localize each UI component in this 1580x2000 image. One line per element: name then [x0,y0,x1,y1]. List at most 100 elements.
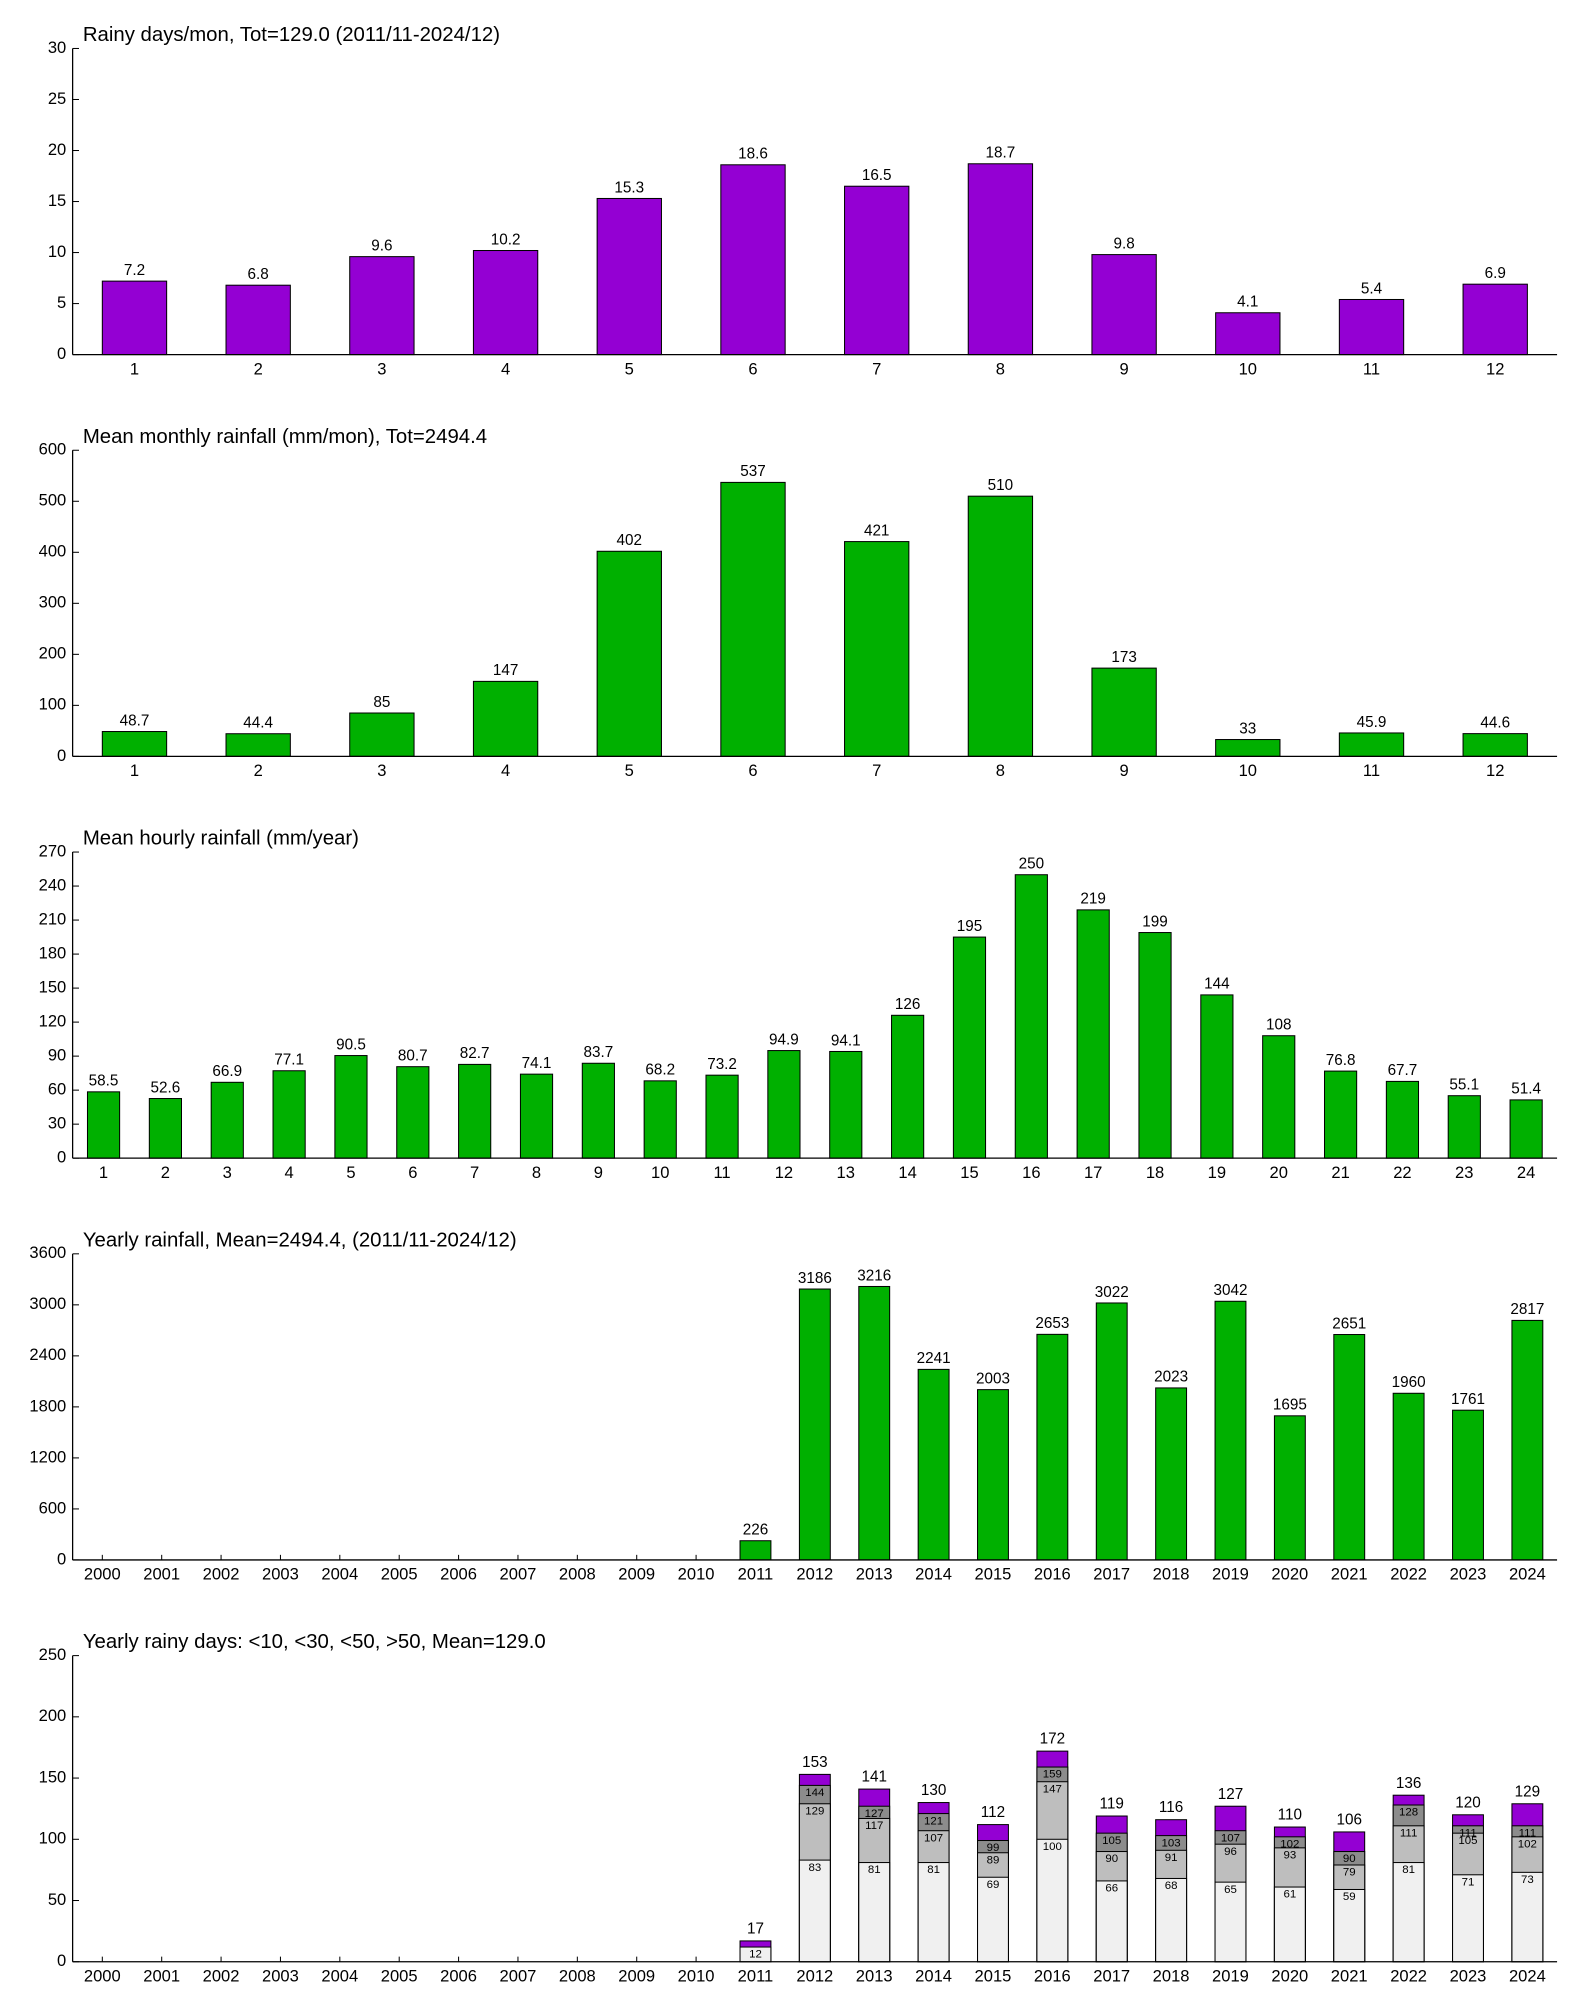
bar [1509,1099,1543,1159]
bar [272,1070,306,1159]
bar [596,197,662,356]
x-tick-label: 8 [996,761,1005,780]
value-label: 195 [957,918,982,935]
x-tick-label: 2 [254,359,263,378]
bar [643,1080,677,1159]
x-tick-label: 1 [99,1163,108,1182]
value-label: 66.9 [212,1063,242,1080]
bar [767,1050,801,1159]
bar [977,1389,1009,1561]
x-tick-label: 4 [501,359,510,378]
bar [1200,994,1234,1159]
y-tick-label: 500 [39,491,67,510]
bar [720,481,786,757]
segment-label: 111 [1519,1827,1536,1839]
total-label: 116 [1159,1799,1183,1816]
value-label: 2817 [1510,1301,1544,1318]
bar [1452,1874,1484,1963]
y-tick-label: 300 [39,593,67,612]
bar [1273,1886,1306,1963]
value-label: 173 [1111,649,1136,666]
x-tick-label: 2019 [1212,1966,1249,1985]
bar [798,1859,831,1963]
x-tick-label: 2008 [559,1565,596,1584]
value-label: 402 [617,532,642,549]
value-label: 16.5 [862,167,892,184]
x-tick-label: 14 [898,1163,916,1182]
y-tick-label: 600 [39,1498,67,1517]
total-label: 17 [747,1920,764,1937]
x-tick-label: 7 [470,1163,479,1182]
y-tick-label: 210 [39,909,67,928]
x-tick-label: 1 [130,761,139,780]
value-label: 15.3 [614,179,644,196]
x-tick-label: 19 [1208,1163,1226,1182]
value-label: 80.7 [398,1047,428,1064]
y-tick-label: 1200 [29,1447,66,1466]
x-tick-label: 2013 [856,1565,893,1584]
segment-label: 59 [1343,1891,1356,1903]
bar [917,1862,950,1963]
value-label: 33 [1239,720,1256,737]
segment-label: 68 [1165,1880,1178,1892]
segment-label: 66 [1105,1883,1118,1895]
value-label: 3216 [857,1267,891,1284]
segment-label: 91 [1165,1852,1178,1864]
segment-label: 102 [1518,1839,1537,1851]
x-tick-label: 1 [130,359,139,378]
chart-title: Mean hourly rainfall (mm/year) [83,828,359,850]
x-tick-label: 10 [651,1163,669,1182]
value-label: 85 [373,694,390,711]
bar [1462,283,1528,356]
total-label: 129 [1515,1783,1540,1800]
y-tick-label: 100 [39,695,67,714]
bar [1511,1319,1544,1561]
x-tick-label: 2018 [1153,1966,1190,1985]
bar [1392,1392,1425,1561]
y-tick-label: 2400 [29,1345,66,1364]
segment-label: 105 [1102,1835,1121,1847]
bar [977,1876,1009,1963]
bar [1262,1035,1296,1159]
bar [844,541,910,757]
value-label: 44.6 [1480,714,1510,731]
y-tick-label: 20 [48,140,66,159]
total-label: 127 [1218,1786,1243,1803]
x-tick-label: 6 [408,1163,417,1182]
x-tick-label: 10 [1239,359,1257,378]
segment-label: 90 [1105,1853,1118,1865]
x-tick-label: 2015 [975,1565,1012,1584]
value-label: 219 [1080,891,1105,908]
bar [1447,1095,1481,1159]
x-tick-label: 2020 [1271,1565,1308,1584]
segment-label: 99 [987,1842,1000,1854]
value-label: 9.8 [1113,235,1134,252]
bar [798,1288,831,1561]
y-tick-label: 0 [57,344,66,363]
bar [1091,254,1157,356]
x-tick-label: 2013 [856,1966,893,1985]
x-tick-label: 2010 [678,1966,715,1985]
bar [1214,1300,1247,1561]
y-tick-label: 400 [39,542,67,561]
x-tick-label: 18 [1146,1163,1164,1182]
x-tick-label: 6 [748,761,757,780]
segment-label: 81 [1402,1864,1415,1876]
bar [1273,1415,1306,1561]
bar [225,733,291,757]
bar [1215,739,1281,757]
value-label: 5.4 [1361,280,1383,297]
bar [1323,1070,1358,1159]
value-label: 1761 [1451,1391,1485,1408]
x-tick-label: 13 [837,1163,855,1182]
x-tick-label: 2005 [381,1565,418,1584]
value-label: 250 [1019,856,1044,873]
bar [705,1074,739,1159]
x-tick-label: 2003 [262,1565,299,1584]
total-label: 120 [1455,1794,1480,1811]
bar [720,164,786,356]
value-label: 147 [493,662,518,679]
y-tick-label: 50 [48,1890,66,1909]
bar [396,1066,430,1159]
x-tick-label: 2004 [321,1565,358,1584]
